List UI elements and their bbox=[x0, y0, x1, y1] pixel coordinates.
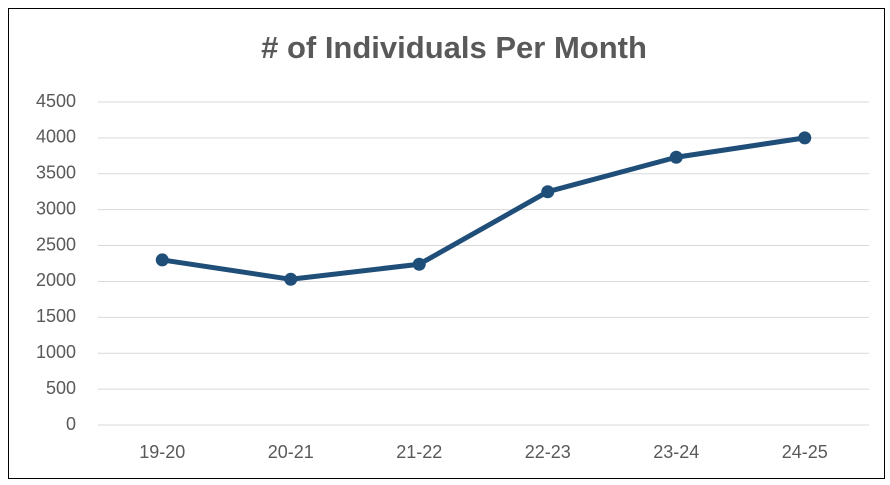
x-tick-label: 21-22 bbox=[396, 442, 442, 462]
y-tick-label: 3000 bbox=[36, 198, 76, 218]
y-tick-label: 4000 bbox=[36, 127, 76, 147]
data-point bbox=[798, 131, 812, 145]
y-tick-label: 0 bbox=[66, 414, 76, 434]
x-tick-label: 20-21 bbox=[268, 442, 314, 462]
chart-title: # of Individuals Per Month bbox=[261, 30, 647, 65]
y-tick-label: 1000 bbox=[36, 342, 76, 362]
data-point bbox=[155, 253, 169, 267]
x-tick-label: 19-20 bbox=[139, 442, 185, 462]
x-tick-label: 23-24 bbox=[653, 442, 699, 462]
x-tick-label: 24-25 bbox=[782, 442, 828, 462]
y-tick-label: 4500 bbox=[36, 91, 76, 111]
y-tick-label: 500 bbox=[46, 378, 76, 398]
x-tick-label: 22-23 bbox=[525, 442, 571, 462]
y-tick-label: 2000 bbox=[36, 270, 76, 290]
data-point bbox=[669, 150, 683, 164]
series-line bbox=[161, 135, 806, 282]
y-tick-label: 2500 bbox=[36, 234, 76, 254]
data-point bbox=[284, 272, 298, 286]
chart-border bbox=[8, 8, 885, 479]
y-tick-label: 1500 bbox=[36, 306, 76, 326]
data-point bbox=[541, 185, 555, 199]
data-point bbox=[412, 257, 426, 271]
y-tick-label: 3500 bbox=[36, 163, 76, 183]
